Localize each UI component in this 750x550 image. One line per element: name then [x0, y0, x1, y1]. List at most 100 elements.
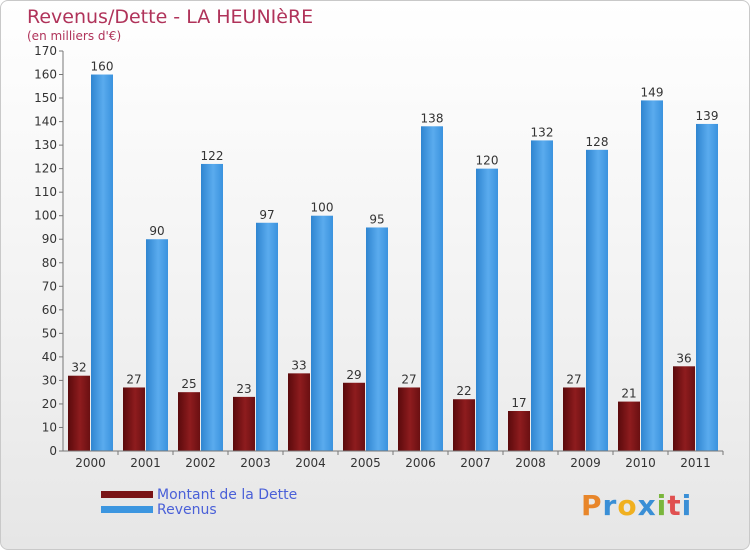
logo-letter: P	[581, 489, 603, 522]
proxiti-logo: Proxiti	[581, 489, 692, 522]
legend-item-revenue: Revenus	[101, 501, 297, 518]
logo-letter: x	[637, 489, 657, 522]
data-label-debt: 25	[181, 377, 196, 391]
x-tick-label: 2006	[405, 456, 436, 470]
bar-revenue	[641, 100, 663, 451]
data-label-debt: 22	[456, 384, 471, 398]
legend-item-debt: Montant de la Dette	[101, 486, 298, 503]
y-tick-label: 130	[34, 138, 57, 152]
y-tick-label: 90	[42, 232, 57, 246]
data-label-revenue: 160	[91, 60, 114, 74]
y-tick-label: 50	[42, 326, 57, 340]
bar-revenue	[256, 222, 278, 451]
bar-debt	[178, 392, 200, 451]
legend: Montant de la Dette Revenus	[101, 486, 298, 518]
x-tick-label: 2003	[240, 456, 271, 470]
data-label-revenue: 95	[369, 212, 384, 226]
bar-debt	[68, 375, 90, 451]
legend-label-debt: Montant de la Dette	[157, 486, 298, 503]
y-tick-label: 80	[42, 256, 57, 270]
x-tick-label: 2005	[350, 456, 381, 470]
data-label-debt: 36	[676, 351, 691, 365]
bar-revenue	[146, 239, 168, 451]
data-label-revenue: 149	[641, 85, 664, 99]
x-tick-label: 2011	[680, 456, 711, 470]
data-label-debt: 27	[566, 372, 581, 386]
y-tick-label: 40	[42, 350, 57, 364]
legend-swatch-revenue	[101, 506, 153, 513]
logo-letter: i	[656, 489, 668, 522]
x-tick-label: 2000	[75, 456, 106, 470]
data-label-debt: 17	[511, 396, 526, 410]
data-label-revenue: 97	[259, 208, 274, 222]
bar-debt	[673, 366, 695, 451]
data-label-debt: 32	[71, 361, 86, 375]
data-label-revenue: 120	[476, 154, 499, 168]
logo-letter: i	[681, 489, 693, 522]
logo-letter: o	[617, 489, 638, 522]
y-tick-label: 100	[34, 209, 57, 223]
data-label-revenue: 132	[531, 125, 554, 139]
data-label-debt: 33	[291, 358, 306, 372]
y-axis: 0 10 20 30 40 50 60 70 80 90 100 110 120 130 140 150 160…	[34, 44, 64, 458]
bar-debt	[618, 401, 640, 451]
x-axis: 2000 2001 2002 2003 2004 2005 2006 2007 2008 2009…	[63, 450, 724, 470]
bar-debt	[508, 411, 530, 451]
bar-revenue	[201, 163, 223, 452]
data-label-revenue: 138	[421, 111, 444, 125]
y-tick-label: 140	[34, 115, 57, 129]
data-label-revenue: 100	[311, 201, 334, 215]
bar-debt	[398, 387, 420, 451]
y-tick-label: 70	[42, 279, 57, 293]
y-tick-label: 0	[49, 444, 57, 458]
y-tick-label: 160	[34, 68, 57, 82]
bar-debt	[233, 396, 255, 451]
bar-revenue	[366, 227, 388, 451]
logo-letter: t	[667, 489, 682, 522]
bars: 32 160 27 90 25 122 23 97 33 100 29 95 27 138 22 120 17 1…	[68, 60, 719, 452]
legend-label-revenue: Revenus	[157, 501, 217, 518]
bar-debt	[343, 382, 365, 451]
bar-debt	[288, 373, 310, 451]
y-tick-label: 60	[42, 303, 57, 317]
y-tick-label: 150	[34, 91, 57, 105]
bar-debt	[123, 387, 145, 451]
data-label-revenue: 128	[586, 135, 609, 149]
x-tick-label: 2002	[185, 456, 216, 470]
y-tick-label: 110	[34, 185, 57, 199]
logo-letter: r	[602, 489, 618, 522]
data-label-debt: 29	[346, 368, 361, 382]
bar-debt	[453, 399, 475, 451]
data-label-debt: 27	[126, 372, 141, 386]
data-label-debt: 27	[401, 372, 416, 386]
bar-revenue	[696, 123, 718, 452]
data-label-debt: 23	[236, 382, 251, 396]
bar-revenue	[476, 168, 498, 451]
data-label-debt: 21	[621, 387, 636, 401]
y-tick-label: 10	[42, 420, 57, 434]
chart-unit-subtitle: (en milliers d'€)	[27, 29, 122, 43]
bar-revenue	[586, 149, 608, 451]
data-label-revenue: 122	[201, 149, 224, 163]
bar-revenue	[91, 74, 113, 451]
bar-revenue	[421, 126, 443, 451]
bar-revenue	[311, 215, 333, 451]
x-tick-label: 2008	[515, 456, 546, 470]
chart-title: Revenus/Dette - LA HEUNIèRE	[27, 6, 314, 28]
y-tick-label: 20	[42, 397, 57, 411]
y-tick-label: 120	[34, 162, 57, 176]
data-label-revenue: 90	[149, 224, 164, 238]
bar-revenue	[531, 140, 553, 452]
x-tick-label: 2004	[295, 456, 326, 470]
bar-debt	[563, 387, 585, 451]
x-tick-label: 2001	[130, 456, 161, 470]
y-tick-label: 30	[42, 373, 57, 387]
x-tick-label: 2010	[625, 456, 656, 470]
x-tick-label: 2009	[570, 456, 601, 470]
data-label-revenue: 139	[696, 109, 719, 123]
y-tick-label: 170	[34, 44, 57, 58]
x-tick-label: 2007	[460, 456, 491, 470]
legend-swatch-debt	[101, 491, 153, 498]
